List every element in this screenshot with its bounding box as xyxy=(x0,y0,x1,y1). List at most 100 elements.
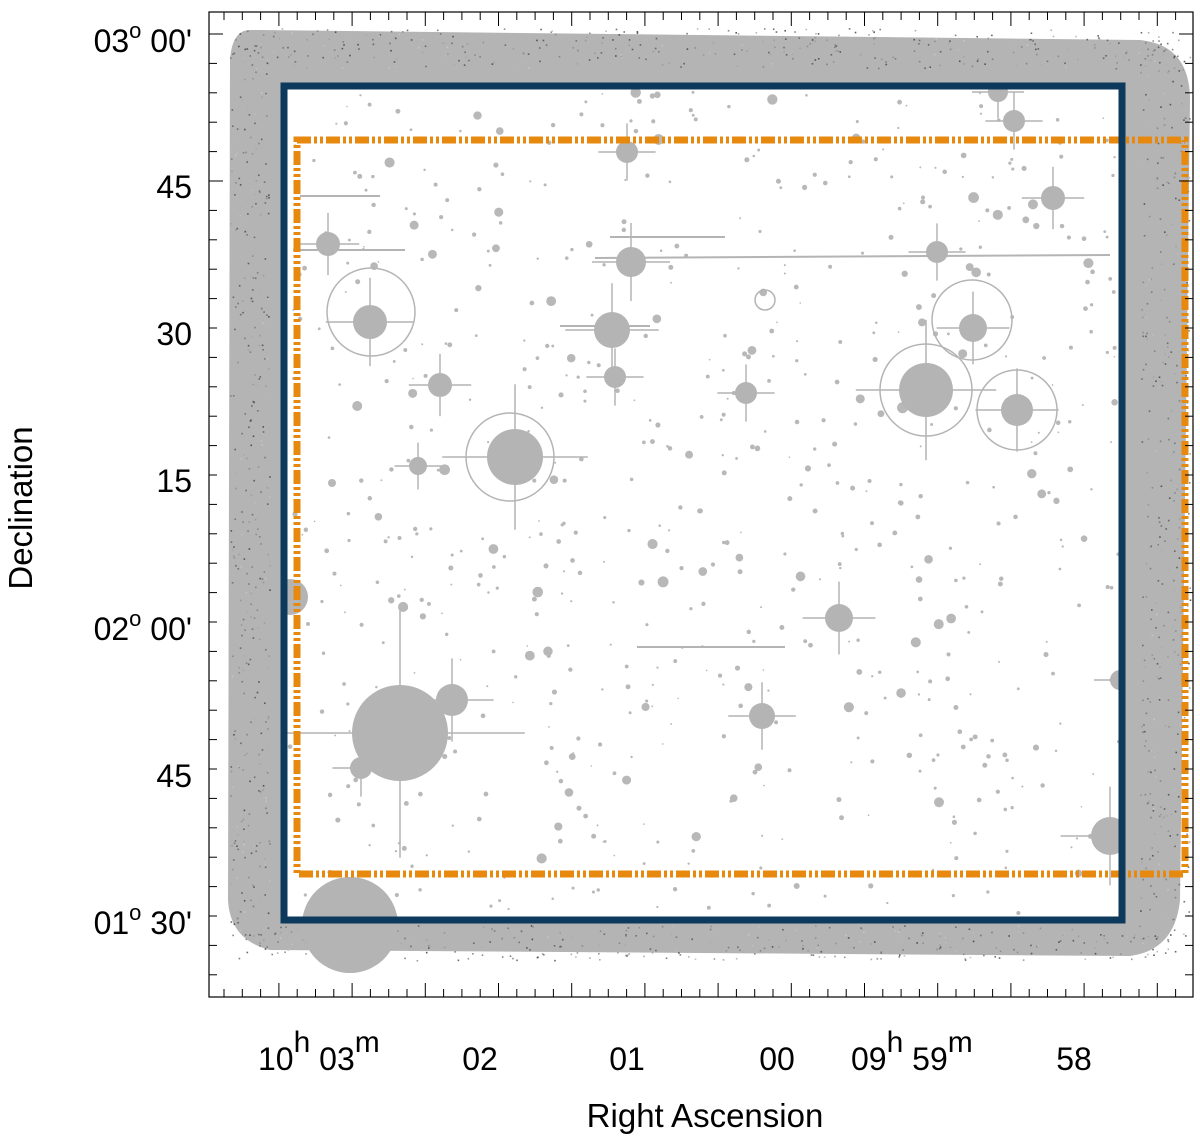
noise-pixel xyxy=(1103,934,1105,937)
noise-pixel xyxy=(481,954,484,956)
noise-pixel xyxy=(1145,93,1147,96)
noise-pixel xyxy=(1174,492,1176,494)
noise-pixel xyxy=(1140,64,1142,66)
noise-pixel xyxy=(1177,654,1180,656)
noise-pixel xyxy=(266,58,269,61)
y-tick-label: 03o 00' xyxy=(94,18,192,59)
faint-source xyxy=(724,540,730,546)
noise-pixel xyxy=(231,844,233,847)
faint-source xyxy=(850,761,853,764)
noise-pixel xyxy=(1159,666,1161,668)
noise-pixel xyxy=(624,944,627,946)
noise-pixel xyxy=(628,953,631,955)
faint-source xyxy=(735,553,744,562)
noise-pixel xyxy=(258,638,261,641)
faint-source xyxy=(566,644,570,648)
faint-source xyxy=(691,831,701,842)
faint-source xyxy=(1077,603,1081,608)
faint-source xyxy=(843,702,854,713)
noise-pixel xyxy=(1172,263,1175,265)
noise-pixel xyxy=(251,628,254,630)
noise-pixel xyxy=(1160,825,1162,828)
noise-pixel xyxy=(241,432,243,435)
noise-pixel xyxy=(1165,64,1168,66)
noise-pixel xyxy=(262,670,265,673)
faint-source xyxy=(878,670,882,674)
noise-pixel xyxy=(267,368,270,370)
faint-source xyxy=(445,198,450,203)
noise-pixel xyxy=(725,949,728,952)
faint-source xyxy=(587,360,591,365)
faint-source xyxy=(451,824,454,827)
faint-source xyxy=(371,174,375,179)
noise-pixel xyxy=(512,957,514,960)
faint-source xyxy=(997,581,1003,587)
noise-pixel xyxy=(1173,645,1176,648)
faint-source xyxy=(629,119,633,123)
noise-pixel xyxy=(1167,940,1170,943)
faint-source xyxy=(917,596,923,602)
noise-pixel xyxy=(255,384,258,386)
noise-pixel xyxy=(504,44,507,46)
noise-pixel xyxy=(898,931,900,933)
faint-source xyxy=(1040,783,1045,788)
noise-pixel xyxy=(737,946,739,949)
noise-pixel xyxy=(1142,109,1145,111)
noise-pixel xyxy=(241,680,244,683)
noise-pixel xyxy=(254,122,256,125)
noise-pixel xyxy=(885,63,888,66)
noise-pixel xyxy=(246,322,249,325)
faint-source xyxy=(1066,235,1071,240)
noise-pixel xyxy=(264,358,266,360)
noise-pixel xyxy=(1174,845,1176,848)
faint-source xyxy=(1067,466,1074,473)
noise-pixel xyxy=(1174,172,1177,175)
faint-source xyxy=(554,822,563,831)
faint-source xyxy=(986,754,991,759)
faint-source xyxy=(319,709,325,714)
noise-pixel xyxy=(262,581,265,584)
noise-pixel xyxy=(1173,488,1176,491)
noise-pixel xyxy=(874,36,877,39)
noise-pixel xyxy=(269,589,271,591)
noise-pixel xyxy=(615,28,618,31)
faint-source xyxy=(779,624,785,630)
noise-pixel xyxy=(1172,918,1175,921)
noise-pixel xyxy=(252,277,255,279)
faint-source xyxy=(1002,752,1008,758)
faint-source xyxy=(638,579,645,586)
noise-pixel xyxy=(233,644,236,646)
noise-pixel xyxy=(539,60,541,63)
faint-source xyxy=(850,485,856,491)
faint-source xyxy=(739,217,742,220)
faint-source xyxy=(883,696,887,700)
faint-source xyxy=(979,104,984,109)
faint-source xyxy=(801,184,808,190)
noise-pixel xyxy=(1142,942,1144,945)
noise-pixel xyxy=(394,37,397,40)
noise-pixel xyxy=(1144,745,1146,748)
noise-pixel xyxy=(1168,70,1170,72)
faint-source xyxy=(545,343,550,349)
faint-source xyxy=(942,169,947,175)
faint-source xyxy=(655,422,661,428)
faint-source xyxy=(1090,488,1093,491)
faint-source xyxy=(562,521,566,526)
noise-pixel xyxy=(250,721,252,724)
noise-pixel xyxy=(262,604,265,607)
noise-pixel xyxy=(1046,60,1049,63)
faint-source xyxy=(793,882,800,889)
noise-pixel xyxy=(1155,380,1157,383)
faint-source xyxy=(658,524,661,527)
noise-pixel xyxy=(248,467,251,470)
faint-source xyxy=(447,342,453,348)
noise-pixel xyxy=(1173,768,1176,770)
faint-source xyxy=(334,734,337,737)
noise-pixel xyxy=(243,809,246,812)
noise-pixel xyxy=(877,67,880,70)
noise-pixel xyxy=(1013,948,1015,951)
noise-pixel xyxy=(237,567,240,570)
noise-pixel xyxy=(792,57,794,60)
noise-pixel xyxy=(880,958,882,960)
noise-pixel xyxy=(249,780,251,783)
